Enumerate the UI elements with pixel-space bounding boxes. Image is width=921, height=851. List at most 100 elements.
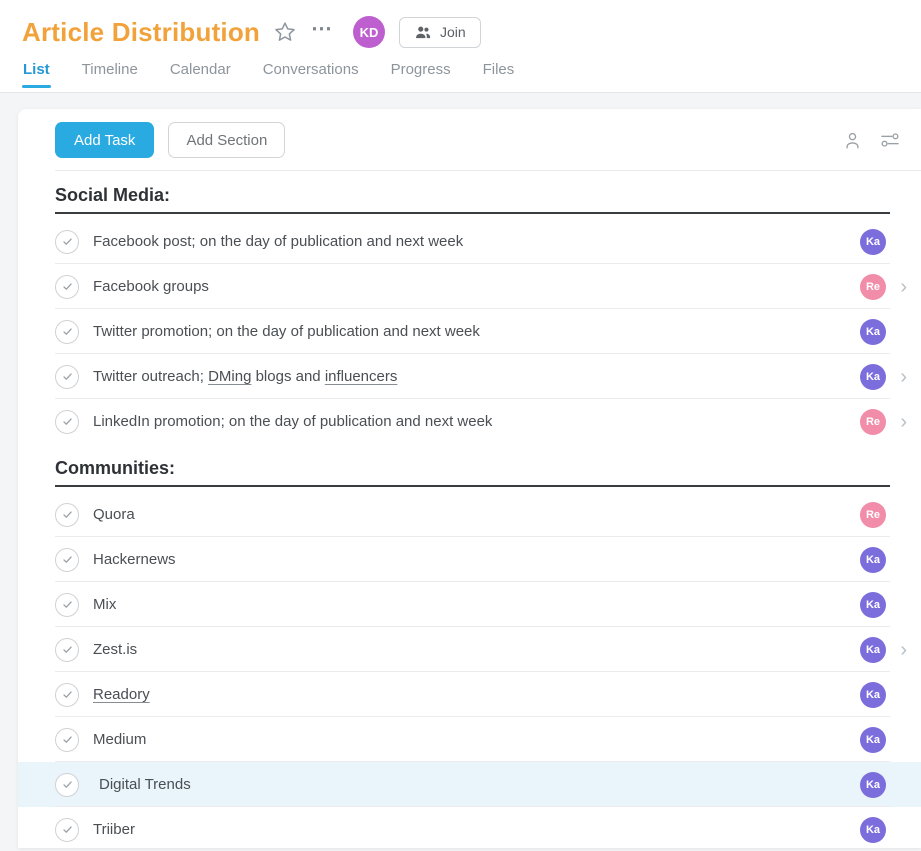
task-row[interactable]: Digital Trends Ka — [18, 762, 921, 807]
task-row[interactable]: Triiber Ka — [18, 807, 921, 851]
tab-calendar[interactable]: Calendar — [169, 52, 232, 92]
favorite-star-button[interactable] — [273, 20, 297, 44]
checkmark-icon — [61, 643, 74, 656]
add-task-button[interactable]: Add Task — [55, 122, 155, 158]
task-title[interactable]: Medium — [93, 731, 147, 748]
star-icon — [273, 20, 297, 44]
assignee-avatar[interactable]: Ka — [860, 546, 886, 573]
checkmark-icon — [61, 235, 74, 248]
task-complete-checkbox[interactable] — [55, 547, 79, 572]
task-title[interactable]: Twitter promotion; on the day of publica… — [93, 323, 480, 340]
tab-progress[interactable]: Progress — [390, 52, 452, 92]
section-rows: Quora Re Hackernews Ka Mix Ka Zest.is — [18, 492, 921, 851]
assignee-avatar[interactable]: Ka — [860, 318, 886, 345]
chevron-right-icon[interactable]: › — [900, 410, 907, 433]
task-row[interactable]: Medium Ka — [18, 717, 921, 762]
task-complete-checkbox[interactable] — [55, 274, 79, 299]
toolbar-right-icons — [842, 130, 901, 151]
task-complete-checkbox[interactable] — [55, 727, 79, 752]
tab-files[interactable]: Files — [482, 52, 516, 92]
task-row[interactable]: Twitter outreach; DMing blogs and influe… — [18, 354, 921, 399]
assignee-filter-button[interactable] — [842, 130, 863, 151]
person-icon — [842, 130, 863, 151]
task-row[interactable]: Twitter promotion; on the day of publica… — [18, 309, 921, 354]
more-options-button[interactable]: ⋯ — [307, 16, 337, 49]
header-top-row: Article Distribution ⋯ KD Join — [0, 0, 921, 52]
chevron-right-icon[interactable]: › — [900, 638, 907, 661]
task-title[interactable]: Hackernews — [93, 551, 176, 568]
task-row[interactable]: Facebook post; on the day of publication… — [18, 219, 921, 264]
task-title[interactable]: Quora — [93, 506, 135, 523]
task-complete-checkbox[interactable] — [55, 319, 79, 344]
people-icon — [414, 24, 432, 40]
task-row[interactable]: Readory Ka — [18, 672, 921, 717]
assignee-avatar[interactable]: Ka — [860, 726, 886, 753]
task-complete-checkbox[interactable] — [55, 502, 79, 527]
task-row[interactable]: LinkedIn promotion; on the day of public… — [18, 399, 921, 444]
assignee-avatar[interactable]: Ka — [860, 816, 886, 843]
user-avatar[interactable]: KD — [353, 16, 386, 48]
misspelled-word: DMing — [208, 368, 252, 385]
task-title[interactable]: LinkedIn promotion; on the day of public… — [93, 413, 493, 430]
assignee-avatar[interactable]: Ka — [860, 681, 886, 708]
task-row[interactable]: Quora Re — [18, 492, 921, 537]
assignee-avatar[interactable]: Re — [860, 273, 886, 300]
task-list-card: Add Task Add Section Social Media: — [18, 109, 921, 848]
checkmark-icon — [61, 823, 74, 836]
task-title[interactable]: Digital Trends — [99, 776, 191, 793]
task-row[interactable]: Zest.is Ka › — [18, 627, 921, 672]
list-toolbar: Add Task Add Section — [18, 109, 921, 171]
tab-list[interactable]: List — [22, 52, 51, 92]
task-complete-checkbox[interactable] — [55, 592, 79, 617]
assignee-avatar[interactable]: Ka — [860, 636, 886, 663]
task-title[interactable]: Facebook groups — [93, 278, 209, 295]
add-section-button[interactable]: Add Section — [168, 122, 286, 158]
task-title[interactable]: Twitter outreach; DMing blogs and influe… — [93, 368, 398, 385]
tab-conversations[interactable]: Conversations — [262, 52, 360, 92]
assignee-avatar[interactable]: Ka — [860, 591, 886, 618]
tab-label: Calendar — [169, 61, 231, 78]
task-complete-checkbox[interactable] — [55, 817, 79, 842]
assignee-avatar[interactable]: Ka — [860, 228, 886, 255]
tab-timeline[interactable]: Timeline — [81, 52, 139, 92]
view-options-button[interactable] — [879, 130, 901, 150]
more-icon: ⋯ — [311, 16, 334, 40]
task-complete-checkbox[interactable] — [55, 637, 79, 662]
task-row[interactable]: Mix Ka — [18, 582, 921, 627]
tab-bar: List Timeline Calendar Conversations Pro… — [0, 52, 921, 93]
tab-label: Progress — [390, 61, 451, 78]
misspelled-word: Readory — [93, 686, 150, 703]
section-title[interactable]: Communities: — [55, 444, 890, 487]
checkmark-icon — [61, 688, 74, 701]
task-title[interactable]: Readory — [93, 686, 860, 703]
section-title[interactable]: Social Media: — [55, 171, 890, 214]
task-title[interactable]: Facebook post; on the day of publication… — [93, 233, 464, 250]
project-header: Article Distribution ⋯ KD Join List Time… — [0, 0, 921, 93]
task-complete-checkbox[interactable] — [55, 682, 79, 707]
assignee-avatar[interactable]: Re — [860, 501, 886, 528]
task-complete-checkbox[interactable] — [55, 772, 79, 797]
task-title[interactable]: Zest.is — [93, 641, 138, 658]
join-button-label: Join — [440, 24, 466, 40]
checkmark-icon — [61, 733, 74, 746]
checkmark-icon — [61, 553, 74, 566]
checkmark-icon — [61, 415, 74, 428]
checkmark-icon — [61, 325, 74, 338]
assignee-avatar[interactable]: Re — [860, 408, 886, 435]
assignee-avatar[interactable]: Ka — [860, 363, 886, 390]
task-row[interactable]: Facebook groups Re › — [18, 264, 921, 309]
task-title[interactable]: Mix — [93, 596, 117, 613]
task-complete-checkbox[interactable] — [55, 409, 79, 434]
sliders-icon — [879, 130, 901, 150]
task-complete-checkbox[interactable] — [55, 364, 79, 389]
chevron-right-icon[interactable]: › — [900, 275, 907, 298]
content-area: Add Task Add Section Social Media: — [0, 93, 921, 848]
chevron-right-icon[interactable]: › — [900, 365, 907, 388]
task-row[interactable]: Hackernews Ka — [18, 537, 921, 582]
task-complete-checkbox[interactable] — [55, 229, 79, 254]
task-title[interactable]: Triiber — [93, 821, 135, 838]
checkmark-icon — [61, 370, 74, 383]
tab-label: Timeline — [81, 61, 138, 78]
assignee-avatar[interactable]: Ka — [860, 771, 886, 798]
join-button[interactable]: Join — [399, 16, 481, 48]
